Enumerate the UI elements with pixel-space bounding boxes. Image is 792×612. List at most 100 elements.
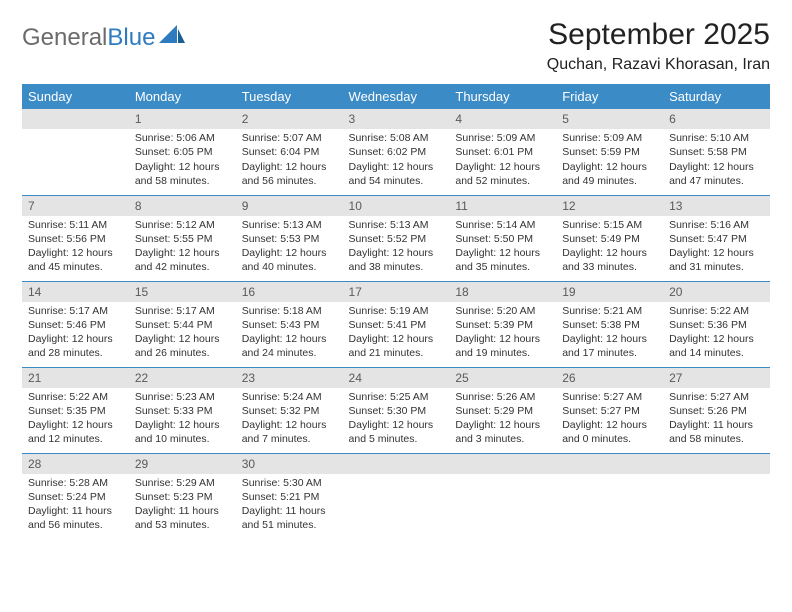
calendar-cell: 13Sunrise: 5:16 AMSunset: 5:47 PMDayligh… <box>663 195 770 281</box>
daylight-text: Daylight: 12 hours and 52 minutes. <box>455 160 550 188</box>
cell-body: Sunrise: 5:07 AMSunset: 6:04 PMDaylight:… <box>236 129 343 192</box>
calendar-cell: 12Sunrise: 5:15 AMSunset: 5:49 PMDayligh… <box>556 195 663 281</box>
cell-body: Sunrise: 5:29 AMSunset: 5:23 PMDaylight:… <box>129 474 236 537</box>
day-number: 29 <box>129 454 236 474</box>
day-number: 6 <box>663 109 770 129</box>
sunrise-text: Sunrise: 5:09 AM <box>562 131 657 145</box>
sunrise-text: Sunrise: 5:30 AM <box>242 476 337 490</box>
sunset-text: Sunset: 5:27 PM <box>562 404 657 418</box>
calendar-row: 21Sunrise: 5:22 AMSunset: 5:35 PMDayligh… <box>22 367 770 453</box>
daylight-text: Daylight: 12 hours and 45 minutes. <box>28 246 123 274</box>
sunrise-text: Sunrise: 5:16 AM <box>669 218 764 232</box>
sunrise-text: Sunrise: 5:28 AM <box>28 476 123 490</box>
calendar-cell: 25Sunrise: 5:26 AMSunset: 5:29 PMDayligh… <box>449 367 556 453</box>
calendar-cell: 27Sunrise: 5:27 AMSunset: 5:26 PMDayligh… <box>663 367 770 453</box>
sunrise-text: Sunrise: 5:22 AM <box>669 304 764 318</box>
calendar-cell: 9Sunrise: 5:13 AMSunset: 5:53 PMDaylight… <box>236 195 343 281</box>
sunrise-text: Sunrise: 5:13 AM <box>349 218 444 232</box>
day-number: 3 <box>343 109 450 129</box>
daylight-text: Daylight: 12 hours and 47 minutes. <box>669 160 764 188</box>
sunrise-text: Sunrise: 5:25 AM <box>349 390 444 404</box>
cell-body: Sunrise: 5:27 AMSunset: 5:27 PMDaylight:… <box>556 388 663 451</box>
day-number: 24 <box>343 368 450 388</box>
sunrise-text: Sunrise: 5:27 AM <box>669 390 764 404</box>
day-number: 19 <box>556 282 663 302</box>
daylight-text: Daylight: 12 hours and 3 minutes. <box>455 418 550 446</box>
calendar-table: Sunday Monday Tuesday Wednesday Thursday… <box>22 84 770 539</box>
daylight-text: Daylight: 12 hours and 7 minutes. <box>242 418 337 446</box>
daylight-text: Daylight: 12 hours and 31 minutes. <box>669 246 764 274</box>
cell-body: Sunrise: 5:25 AMSunset: 5:30 PMDaylight:… <box>343 388 450 451</box>
day-number: 23 <box>236 368 343 388</box>
day-number: 30 <box>236 454 343 474</box>
cell-body: Sunrise: 5:19 AMSunset: 5:41 PMDaylight:… <box>343 302 450 365</box>
sunset-text: Sunset: 5:56 PM <box>28 232 123 246</box>
sunrise-text: Sunrise: 5:26 AM <box>455 390 550 404</box>
sunrise-text: Sunrise: 5:19 AM <box>349 304 444 318</box>
day-number: 5 <box>556 109 663 129</box>
cell-body: Sunrise: 5:12 AMSunset: 5:55 PMDaylight:… <box>129 216 236 279</box>
day-header: Monday <box>129 84 236 109</box>
cell-body: Sunrise: 5:08 AMSunset: 6:02 PMDaylight:… <box>343 129 450 192</box>
day-number <box>556 454 663 474</box>
daylight-text: Daylight: 12 hours and 14 minutes. <box>669 332 764 360</box>
calendar-row: 7Sunrise: 5:11 AMSunset: 5:56 PMDaylight… <box>22 195 770 281</box>
daylight-text: Daylight: 12 hours and 33 minutes. <box>562 246 657 274</box>
day-number: 4 <box>449 109 556 129</box>
sunset-text: Sunset: 5:41 PM <box>349 318 444 332</box>
daylight-text: Daylight: 12 hours and 24 minutes. <box>242 332 337 360</box>
sunset-text: Sunset: 5:50 PM <box>455 232 550 246</box>
sunrise-text: Sunrise: 5:10 AM <box>669 131 764 145</box>
sunset-text: Sunset: 5:24 PM <box>28 490 123 504</box>
sunset-text: Sunset: 5:44 PM <box>135 318 230 332</box>
sunset-text: Sunset: 5:55 PM <box>135 232 230 246</box>
day-number: 26 <box>556 368 663 388</box>
page-title: September 2025 <box>547 18 770 52</box>
day-number: 28 <box>22 454 129 474</box>
day-header: Wednesday <box>343 84 450 109</box>
sunset-text: Sunset: 5:35 PM <box>28 404 123 418</box>
day-number <box>663 454 770 474</box>
cell-body: Sunrise: 5:15 AMSunset: 5:49 PMDaylight:… <box>556 216 663 279</box>
calendar-cell <box>663 453 770 539</box>
sunset-text: Sunset: 6:04 PM <box>242 145 337 159</box>
calendar-cell: 5Sunrise: 5:09 AMSunset: 5:59 PMDaylight… <box>556 109 663 195</box>
sunrise-text: Sunrise: 5:20 AM <box>455 304 550 318</box>
cell-body: Sunrise: 5:27 AMSunset: 5:26 PMDaylight:… <box>663 388 770 451</box>
day-header: Friday <box>556 84 663 109</box>
day-number: 10 <box>343 196 450 216</box>
daylight-text: Daylight: 12 hours and 21 minutes. <box>349 332 444 360</box>
calendar-cell: 8Sunrise: 5:12 AMSunset: 5:55 PMDaylight… <box>129 195 236 281</box>
cell-body: Sunrise: 5:30 AMSunset: 5:21 PMDaylight:… <box>236 474 343 537</box>
calendar-cell <box>556 453 663 539</box>
day-number: 20 <box>663 282 770 302</box>
daylight-text: Daylight: 12 hours and 19 minutes. <box>455 332 550 360</box>
cell-body: Sunrise: 5:16 AMSunset: 5:47 PMDaylight:… <box>663 216 770 279</box>
sunrise-text: Sunrise: 5:13 AM <box>242 218 337 232</box>
calendar-cell: 11Sunrise: 5:14 AMSunset: 5:50 PMDayligh… <box>449 195 556 281</box>
daylight-text: Daylight: 12 hours and 0 minutes. <box>562 418 657 446</box>
sunset-text: Sunset: 6:01 PM <box>455 145 550 159</box>
calendar-cell: 1Sunrise: 5:06 AMSunset: 6:05 PMDaylight… <box>129 109 236 195</box>
cell-body: Sunrise: 5:09 AMSunset: 5:59 PMDaylight:… <box>556 129 663 192</box>
daylight-text: Daylight: 12 hours and 28 minutes. <box>28 332 123 360</box>
daylight-text: Daylight: 11 hours and 58 minutes. <box>669 418 764 446</box>
daylight-text: Daylight: 12 hours and 58 minutes. <box>135 160 230 188</box>
cell-body: Sunrise: 5:21 AMSunset: 5:38 PMDaylight:… <box>556 302 663 365</box>
cell-body: Sunrise: 5:18 AMSunset: 5:43 PMDaylight:… <box>236 302 343 365</box>
calendar-row: 1Sunrise: 5:06 AMSunset: 6:05 PMDaylight… <box>22 109 770 195</box>
daylight-text: Daylight: 12 hours and 56 minutes. <box>242 160 337 188</box>
day-number: 8 <box>129 196 236 216</box>
cell-body: Sunrise: 5:09 AMSunset: 6:01 PMDaylight:… <box>449 129 556 192</box>
cell-body: Sunrise: 5:28 AMSunset: 5:24 PMDaylight:… <box>22 474 129 537</box>
title-block: September 2025 Quchan, Razavi Khorasan, … <box>547 18 770 74</box>
sunset-text: Sunset: 5:39 PM <box>455 318 550 332</box>
day-number: 2 <box>236 109 343 129</box>
daylight-text: Daylight: 11 hours and 56 minutes. <box>28 504 123 532</box>
calendar-cell: 20Sunrise: 5:22 AMSunset: 5:36 PMDayligh… <box>663 281 770 367</box>
logo-text-1: General <box>22 24 107 52</box>
calendar-cell: 16Sunrise: 5:18 AMSunset: 5:43 PMDayligh… <box>236 281 343 367</box>
sunset-text: Sunset: 5:58 PM <box>669 145 764 159</box>
sunset-text: Sunset: 5:29 PM <box>455 404 550 418</box>
daylight-text: Daylight: 12 hours and 40 minutes. <box>242 246 337 274</box>
